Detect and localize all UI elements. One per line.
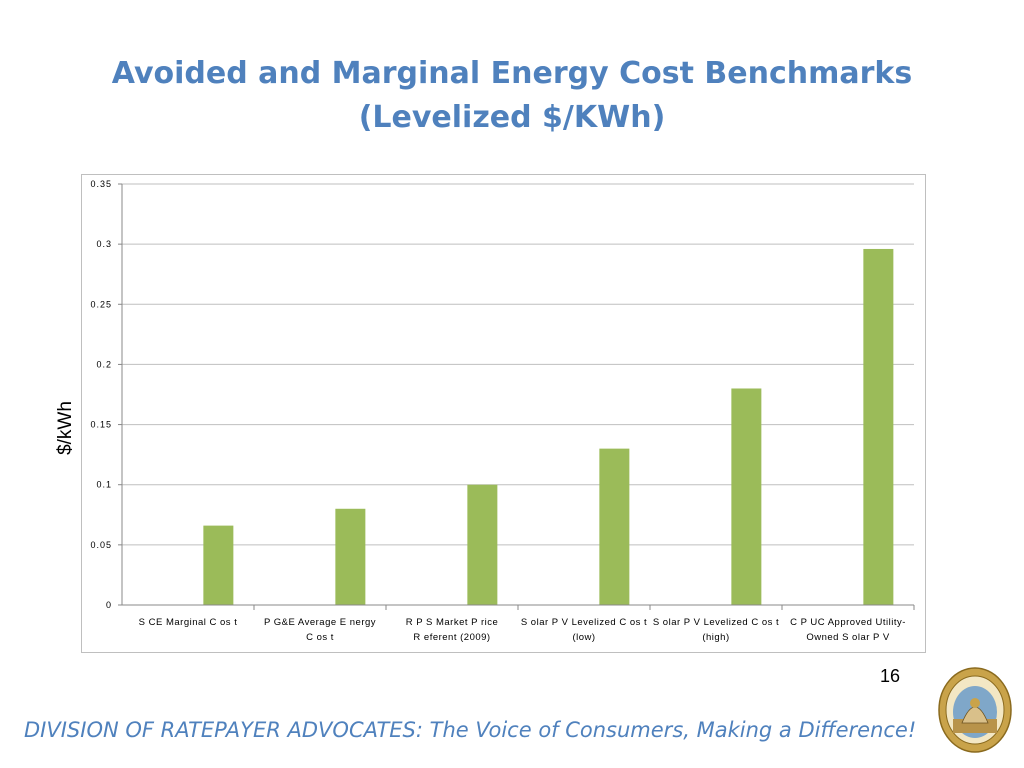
gridlines (118, 183, 914, 606)
bars (203, 248, 894, 605)
bar (599, 448, 630, 605)
x-tick-label: (low) (572, 632, 595, 643)
x-tick-label: P G&E Average E nergy (264, 617, 376, 628)
x-tick-labels: S CE Marginal C os t P G&E Average E nerg… (139, 617, 906, 643)
page-number: 16 (880, 666, 901, 686)
x-tick-label: C os t (306, 632, 334, 643)
y-tick-label: 0.1 (96, 480, 112, 490)
x-tick-label: R P S Market P rice (406, 617, 499, 628)
x-tick-label: C P UC Approved Utility- (790, 617, 906, 628)
slide-title-line2: (Levelized $/KWh) (358, 100, 666, 135)
slide-title: Avoided and Marginal Energy Cost Benchma… (0, 52, 1024, 140)
x-tick-label: S CE Marginal C os t (139, 617, 238, 628)
cpuc-seal-logo (938, 667, 1012, 753)
slide-title-line1: Avoided and Marginal Energy Cost Benchma… (111, 56, 913, 91)
footer-tagline: DIVISION OF RATEPAYER ADVOCATES: The Voi… (24, 718, 917, 742)
bar (335, 508, 366, 605)
bar (203, 525, 234, 605)
y-tick-label: 0.25 (90, 299, 112, 309)
y-tick-label: 0.2 (96, 359, 112, 369)
y-tick-label: 0 (106, 600, 112, 610)
y-tick-labels: 0 0.05 0.1 0.15 0.2 0.25 0.3 0.35 (90, 179, 112, 610)
axes (121, 184, 915, 610)
bar (863, 248, 894, 605)
bar (467, 484, 498, 605)
y-tick-label: 0.3 (96, 239, 112, 249)
x-tick-label: Owned S olar P V (806, 632, 890, 643)
x-tick-label: (high) (702, 632, 729, 643)
y-tick-label: 0.05 (90, 540, 112, 550)
y-tick-label: 0.35 (90, 179, 112, 189)
y-tick-label: 0.15 (90, 420, 112, 430)
x-tick-label: S olar P V Levelized C os t (653, 617, 779, 628)
x-tick-label: S olar P V Levelized C os t (521, 617, 647, 628)
bar (731, 388, 762, 605)
x-tick-label: R eferent (2009) (413, 632, 490, 643)
